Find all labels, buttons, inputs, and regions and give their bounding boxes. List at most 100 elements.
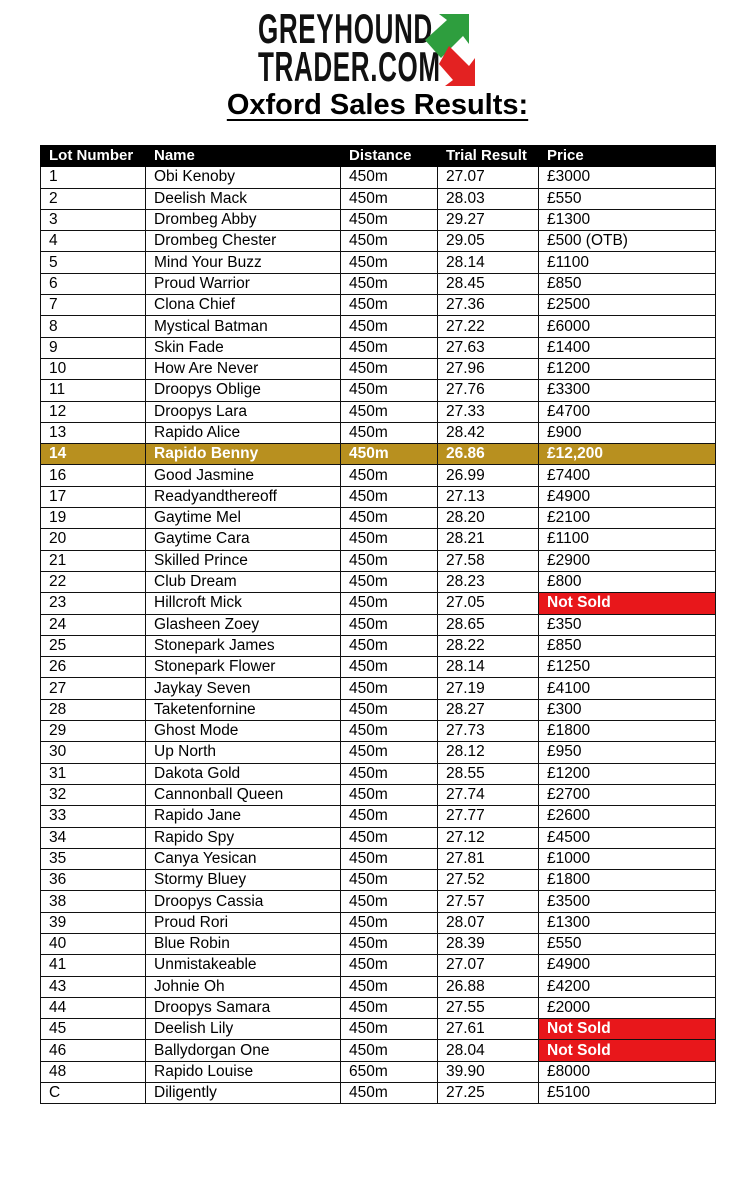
price-cell: £1200: [538, 357, 716, 381]
trial-result-cell: 28.21: [437, 528, 539, 551]
trial-result-cell: 27.77: [437, 805, 539, 828]
table-row: 33 Rapido Jane 450m 27.77 £2600: [40, 805, 716, 828]
trial-result-cell: 28.45: [437, 272, 539, 296]
not-sold-badge: Not Sold: [538, 1018, 716, 1041]
table-body: 1 Obi Kenoby 450m 27.07 £3000 2 Deelish Mack 45…: [40, 166, 716, 1105]
name-cell: Droopys Samara: [145, 996, 341, 1020]
price-cell: £1300: [538, 911, 716, 934]
down-arrow-icon: [439, 46, 475, 86]
name-cell: Up North: [145, 741, 341, 764]
lot-number-cell: 30: [40, 741, 146, 764]
lot-number-cell: 35: [40, 847, 146, 871]
trial-result-cell: 27.96: [437, 357, 539, 381]
trial-result-cell: 27.55: [437, 996, 539, 1020]
trial-result-cell: 28.39: [437, 932, 539, 956]
up-down-arrows-icon: [425, 14, 475, 86]
distance-cell: 450m: [340, 251, 438, 274]
name-cell: Mystical Batman: [145, 315, 341, 338]
table-row: 7 Clona Chief 450m 27.36 £2500: [40, 294, 716, 317]
lot-number-cell: 8: [40, 315, 146, 338]
trial-result-cell: 39.90: [437, 1060, 539, 1084]
distance-cell: 450m: [340, 592, 438, 615]
name-cell: Cannonball Queen: [145, 783, 341, 807]
table-row: 5 Mind Your Buzz 450m 28.14 £1100: [40, 251, 716, 274]
price-cell: £8000: [538, 1060, 716, 1084]
lot-number-cell: 48: [40, 1060, 146, 1084]
lot-number-cell: 40: [40, 932, 146, 956]
name-cell: Taketenfornine: [145, 698, 341, 722]
name-cell: Canya Yesican: [145, 847, 341, 871]
distance-cell: 450m: [340, 762, 438, 785]
price-cell: £1250: [538, 656, 716, 679]
table-row: 23 Hillcroft Mick 450m 27.05 Not Sold: [40, 592, 716, 615]
table-row: 40 Blue Robin 450m 28.39 £550: [40, 932, 716, 956]
lot-number-cell: 28: [40, 698, 146, 722]
table-row: 34 Rapido Spy 450m 27.12 £4500: [40, 826, 716, 849]
name-cell: Droopys Cassia: [145, 890, 341, 913]
table-row: 3 Drombeg Abby 450m 29.27 £1300: [40, 208, 716, 232]
table-row: 27 Jaykay Seven 450m 27.19 £4100: [40, 677, 716, 700]
table-row: 30 Up North 450m 28.12 £950: [40, 741, 716, 764]
price-cell: £2600: [538, 805, 716, 828]
name-cell: How Are Never: [145, 357, 341, 381]
distance-cell: 450m: [340, 294, 438, 317]
name-cell: Readyandthereoff: [145, 485, 341, 509]
price-cell: £3300: [538, 379, 716, 402]
name-cell: Droopys Oblige: [145, 379, 341, 402]
price-cell: £4900: [538, 954, 716, 977]
price-cell: £550: [538, 932, 716, 956]
lot-number-cell: 38: [40, 890, 146, 913]
distance-cell: 450m: [340, 507, 438, 530]
lot-number-cell: 2: [40, 187, 146, 210]
table-row: 46 Ballydorgan One 450m 28.04 Not Sold: [40, 1039, 716, 1062]
lot-number-cell: 39: [40, 911, 146, 934]
name-cell: Rapido Spy: [145, 826, 341, 849]
table-row: 31 Dakota Gold 450m 28.55 £1200: [40, 762, 716, 785]
price-cell: £1400: [538, 336, 716, 359]
distance-cell: 450m: [340, 954, 438, 977]
table-row: 19 Gaytime Mel 450m 28.20 £2100: [40, 507, 716, 530]
lot-number-cell: 17: [40, 485, 146, 509]
trial-result-cell: 28.23: [437, 570, 539, 594]
name-cell: Rapido Louise: [145, 1060, 341, 1084]
distance-cell: 450m: [340, 911, 438, 934]
trial-result-cell: 28.04: [437, 1039, 539, 1062]
header-name: Name: [145, 144, 341, 168]
name-cell: Jaykay Seven: [145, 677, 341, 700]
trial-result-cell: 28.14: [437, 656, 539, 679]
distance-cell: 450m: [340, 932, 438, 956]
distance-cell: 450m: [340, 336, 438, 359]
header-lot-number: Lot Number: [40, 144, 146, 168]
lot-number-cell: 10: [40, 357, 146, 381]
name-cell: Good Jasmine: [145, 464, 341, 487]
name-cell: Stonepark Flower: [145, 656, 341, 679]
lot-number-cell: 20: [40, 528, 146, 551]
distance-cell: 450m: [340, 847, 438, 871]
name-cell: Rapido Alice: [145, 421, 341, 445]
price-cell: £4100: [538, 677, 716, 700]
name-cell: Skilled Prince: [145, 549, 341, 572]
logo-line-1: GREYHOUND: [258, 5, 433, 52]
lot-number-cell: 46: [40, 1039, 146, 1062]
lot-number-cell: 27: [40, 677, 146, 700]
price-cell: £4500: [538, 826, 716, 849]
table-row: 35 Canya Yesican 450m 27.81 £1000: [40, 847, 716, 871]
lot-number-cell: 23: [40, 592, 146, 615]
table-row: 12 Droopys Lara 450m 27.33 £4700: [40, 400, 716, 423]
trial-result-cell: 26.99: [437, 464, 539, 487]
trial-result-cell: 27.22: [437, 315, 539, 338]
lot-number-cell: 4: [40, 230, 146, 253]
lot-number-cell: 29: [40, 720, 146, 743]
lot-number-cell: 7: [40, 294, 146, 317]
table-row: 16 Good Jasmine 450m 26.99 £7400: [40, 464, 716, 487]
price-cell: £12,200: [538, 443, 716, 466]
distance-cell: 450m: [340, 890, 438, 913]
trial-result-cell: 26.88: [437, 975, 539, 998]
lot-number-cell: 12: [40, 400, 146, 423]
header-distance: Distance: [340, 144, 438, 168]
price-cell: £1800: [538, 869, 716, 892]
trial-result-cell: 27.07: [437, 166, 539, 189]
distance-cell: 450m: [340, 783, 438, 807]
lot-number-cell: 41: [40, 954, 146, 977]
name-cell: Rapido Jane: [145, 805, 341, 828]
